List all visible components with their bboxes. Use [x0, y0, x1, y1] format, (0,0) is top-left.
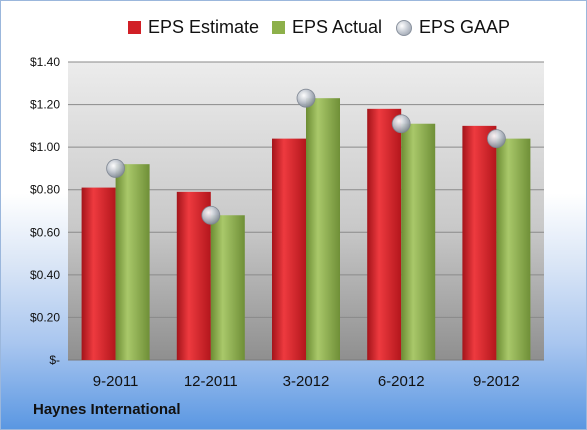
legend-swatch-estimate: [128, 21, 141, 34]
bar-eps-estimate: [367, 108, 402, 360]
x-tick-label: 6-2012: [378, 373, 425, 390]
bars: [81, 98, 531, 360]
bar-eps-estimate: [81, 187, 116, 360]
y-tick-label: $0.20: [30, 310, 60, 324]
y-axis-ticks: $- $0.20 $0.40 $0.60 $0.80 $1.00 $1.20 $1.40: [30, 55, 60, 367]
company-name: Haynes International: [33, 401, 181, 418]
marker-eps-gaap: [486, 129, 506, 149]
marker-eps-gaap: [201, 205, 221, 225]
legend-item-eps-gaap: EPS GAAP: [396, 17, 510, 38]
bar-eps-actual: [496, 138, 531, 360]
marker-eps-gaap: [296, 88, 316, 108]
legend: EPS Estimate EPS Actual EPS GAAP: [0, 17, 587, 41]
x-tick-label: 3-2012: [283, 373, 330, 390]
x-tick-label: 9-2012: [473, 373, 520, 390]
y-tick-label: $0.60: [30, 225, 60, 239]
x-tick-label: 12-2011: [184, 373, 238, 390]
bar-eps-actual: [306, 98, 340, 360]
x-tick-label: 9-2011: [93, 373, 139, 390]
legend-label-estimate: EPS Estimate: [148, 17, 260, 37]
bar-eps-estimate: [272, 138, 306, 360]
legend-item-eps-estimate: EPS Estimate: [128, 17, 259, 38]
x-axis-ticks: 9-2011 12-2011 3-2012 6-2012 9-2012: [93, 373, 520, 390]
legend-label-gaap: EPS GAAP: [419, 17, 511, 37]
y-tick-label: $1.00: [30, 140, 60, 154]
bar-eps-actual: [401, 123, 436, 360]
y-tick-label: $1.40: [30, 55, 60, 69]
gaap-markers: [106, 88, 506, 225]
y-tick-label: $0.40: [30, 268, 60, 282]
bar-eps-estimate: [462, 125, 497, 360]
y-tick-label: $-: [49, 353, 60, 367]
legend-item-eps-actual: EPS Actual: [272, 17, 382, 38]
legend-swatch-actual: [272, 21, 285, 34]
legend-label-actual: EPS Actual: [292, 17, 383, 37]
y-tick-label: $1.20: [30, 98, 60, 112]
y-tick-label: $0.80: [30, 183, 60, 197]
marker-eps-gaap: [391, 114, 411, 134]
bar-eps-actual: [115, 164, 150, 360]
legend-swatch-gaap: [396, 19, 412, 36]
bar-eps-actual: [210, 215, 245, 360]
marker-eps-gaap: [106, 159, 125, 178]
